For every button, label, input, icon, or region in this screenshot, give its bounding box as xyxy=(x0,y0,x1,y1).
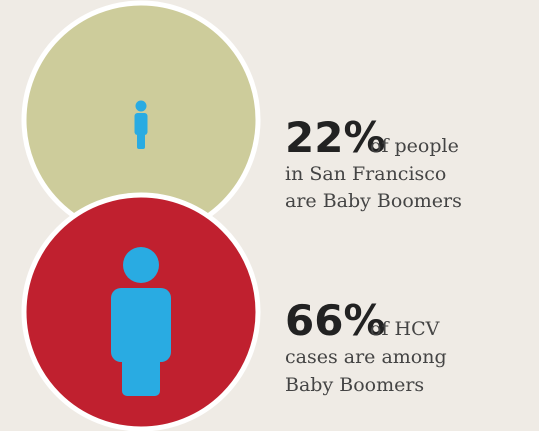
caption-line: cases are among xyxy=(285,346,447,368)
caption-line: of HCV xyxy=(370,318,440,340)
caption-line: are Baby Boomers xyxy=(285,190,462,212)
percent: 66% xyxy=(285,296,386,345)
icon-legs xyxy=(122,340,160,396)
caption-line: Baby Boomers xyxy=(285,374,424,396)
small-person-icon xyxy=(134,100,148,149)
large-person-icon xyxy=(111,247,171,396)
icon-head xyxy=(123,247,159,283)
icon-head xyxy=(135,100,147,112)
caption-line: in San Francisco xyxy=(285,163,446,185)
icon-legs xyxy=(137,128,145,149)
caption-line: of people xyxy=(370,135,459,157)
percent: 22% xyxy=(285,113,386,162)
